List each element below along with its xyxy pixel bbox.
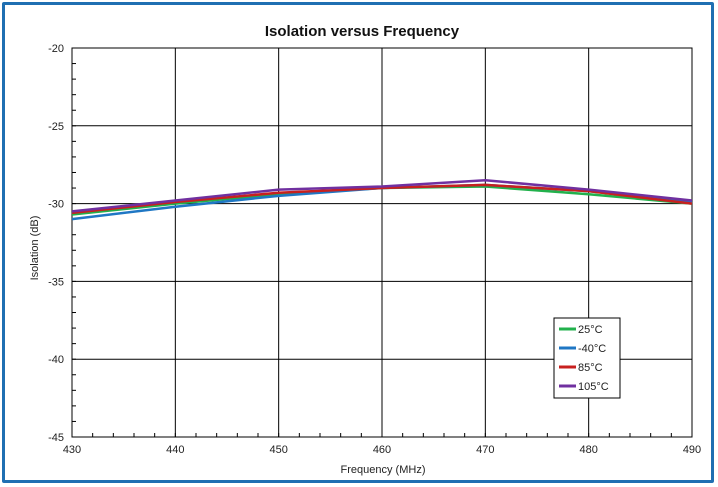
y-tick-label: -30 [48, 199, 64, 211]
legend-label: -40°C [578, 343, 606, 355]
x-tick-label: 440 [166, 444, 184, 456]
series-line-85°C [71, 183, 693, 215]
minor-ticks [71, 47, 693, 438]
series-line-105°C [71, 179, 693, 213]
y-axis-title: Isolation (dB) [29, 216, 41, 281]
y-tick-labels: -45 -40 -35 -30 -25 -20 [48, 43, 64, 444]
y-tick-label: -35 [48, 276, 64, 288]
x-tick-label: 450 [269, 444, 287, 456]
x-tick-label: 480 [579, 444, 597, 456]
x-tick-label: 470 [476, 444, 494, 456]
legend-label: 25°C [578, 324, 603, 336]
x-tick-label: 490 [683, 444, 701, 456]
series-lines [71, 179, 693, 221]
y-tick-label: -25 [48, 121, 64, 133]
legend-label: 85°C [578, 362, 603, 374]
x-tick-labels: 430 440 450 460 470 480 490 [63, 444, 701, 456]
y-tick-label: -45 [48, 432, 64, 444]
x-axis-title: Frequency (MHz) [341, 464, 426, 476]
chart-title: Isolation versus Frequency [265, 23, 460, 40]
y-tick-label: -40 [48, 354, 64, 366]
legend: 25°C -40°C 85°C 105°C [553, 317, 621, 399]
frame-border [2, 2, 714, 483]
legend-label: 105°C [578, 381, 609, 393]
x-tick-label: 460 [373, 444, 391, 456]
y-tick-label: -20 [48, 43, 64, 55]
x-tick-label: 430 [63, 444, 81, 456]
